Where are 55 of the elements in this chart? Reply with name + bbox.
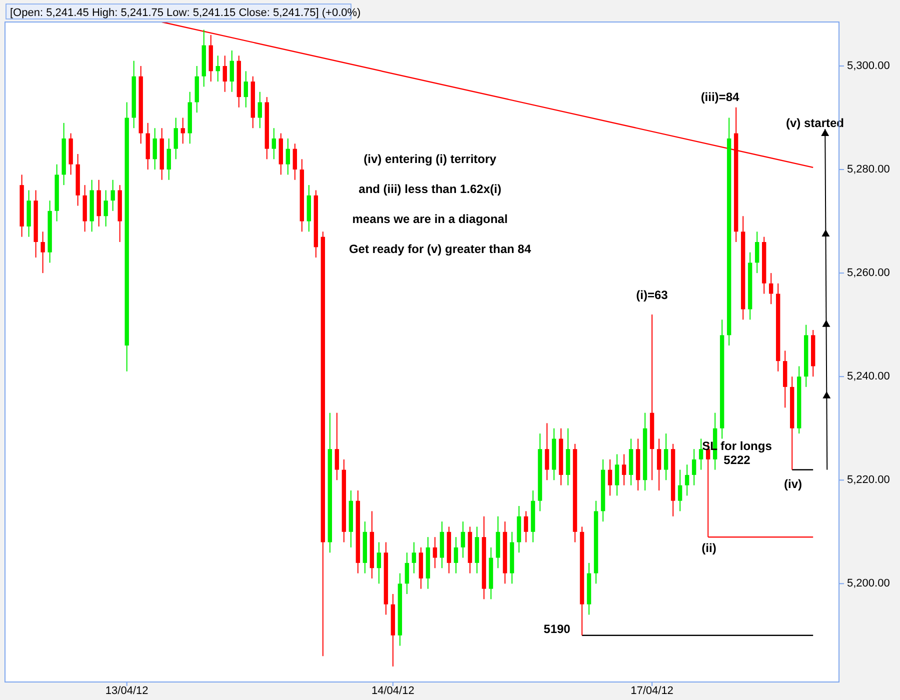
candlestick xyxy=(692,448,696,486)
candlestick xyxy=(286,138,290,176)
candlestick xyxy=(608,458,612,496)
candlestick xyxy=(244,70,248,108)
y-tick-label: 5,280.00 xyxy=(847,164,890,176)
annotation: (i)=63 xyxy=(636,288,668,302)
annotation: (v) started xyxy=(786,116,844,130)
candlestick xyxy=(174,117,178,160)
annotation: Get ready for (v) greater than 84 xyxy=(348,242,532,256)
candlestick xyxy=(180,117,185,144)
x-tick-label: 13/04/12 xyxy=(105,685,148,697)
candlestick xyxy=(614,454,620,496)
candlestick xyxy=(544,422,550,481)
candlestick xyxy=(524,510,528,543)
x-tick-label: 17/04/12 xyxy=(630,685,674,697)
candlestick xyxy=(698,438,704,470)
candlestick xyxy=(152,128,157,170)
candlestick xyxy=(230,50,234,92)
y-tick-label: 5,200.00 xyxy=(847,578,890,590)
y-tick-label: 5,240.00 xyxy=(847,370,890,383)
candlestick xyxy=(110,179,115,212)
candlestick xyxy=(272,128,276,160)
candlestick xyxy=(404,552,410,594)
x-tick-label: 14/04/12 xyxy=(372,685,414,697)
candlestick xyxy=(104,190,108,227)
annotation: (iv) entering (i) territory xyxy=(364,152,497,166)
candlestick xyxy=(432,536,438,569)
candlestick xyxy=(678,469,682,512)
candlestick xyxy=(334,412,340,481)
candlestick xyxy=(460,521,466,558)
annotation: means we are in a diagonal xyxy=(352,212,508,226)
candlestick xyxy=(222,55,227,92)
candlestick xyxy=(656,438,662,491)
annotation: (iv) xyxy=(784,477,802,491)
annotation: (ii) xyxy=(702,541,716,555)
candlestick xyxy=(216,55,220,82)
candlestick xyxy=(412,542,416,574)
candlestick xyxy=(292,143,298,180)
candlestick xyxy=(454,536,458,574)
candlestick xyxy=(40,231,45,274)
candlestick xyxy=(684,464,690,496)
candlestick xyxy=(376,542,382,584)
annotation: 5190 xyxy=(544,622,571,636)
candlestick xyxy=(258,91,262,129)
candlestick xyxy=(622,454,626,486)
y-tick-label: 5,300.00 xyxy=(847,60,890,72)
annotation: (iii)=84 xyxy=(700,90,740,104)
y-tick-label: 5,220.00 xyxy=(847,474,890,486)
annotation: and (iii) less than 1.62x(i) xyxy=(358,182,502,196)
candlestick xyxy=(768,272,774,305)
y-tick-label: 5,260.00 xyxy=(847,267,890,280)
candlestick xyxy=(166,138,171,180)
candlestick xyxy=(664,433,668,481)
candlestick xyxy=(754,231,760,274)
chart-title: [Open: 5,241.45 High: 5,241.75 Low: 5,241.15 Close: 5,241.75] (+0.0%) xyxy=(10,7,361,19)
